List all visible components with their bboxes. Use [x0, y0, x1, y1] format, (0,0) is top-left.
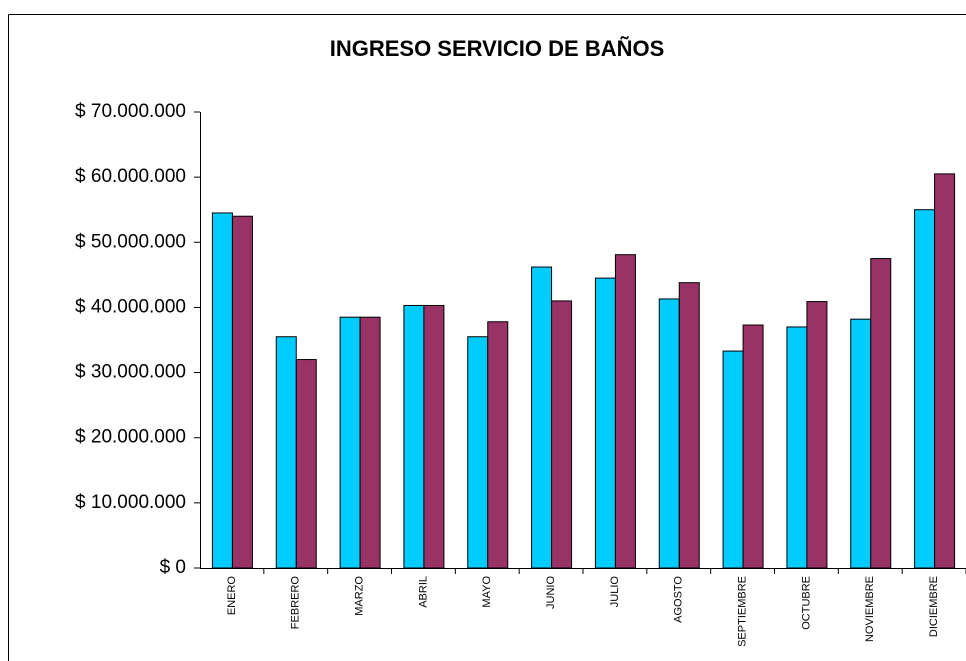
y-tick-label: $ 60.000.000 [75, 166, 186, 187]
x-tick-label: ENERO [226, 576, 238, 616]
bar [934, 173, 956, 569]
bar [914, 209, 936, 569]
bar [614, 254, 636, 569]
x-tick-label: NOVIEMBRE [864, 576, 876, 642]
bar [359, 316, 381, 569]
bar [850, 318, 872, 569]
chart-title: INGRESO SERVICIO DE BAÑOS [330, 36, 665, 61]
y-tick-label: $ 0 [160, 557, 186, 578]
x-tick-label: FEBRERO [290, 576, 302, 630]
x-tick-label: ABRIL [417, 576, 429, 608]
bar [742, 324, 764, 569]
x-tick-label: MARZO [353, 576, 365, 616]
x-tick-label: MAYO [481, 576, 493, 608]
bar [531, 266, 553, 569]
bar [231, 215, 253, 569]
bar [806, 301, 828, 569]
y-tick-label: $ 50.000.000 [75, 231, 186, 252]
x-tick-label: JUNIO [545, 576, 557, 609]
bar [403, 304, 425, 569]
bar [339, 316, 361, 569]
x-tick-label: DICIEMBRE [928, 576, 940, 637]
bar [275, 336, 297, 569]
bar [658, 298, 680, 569]
y-tick-label: $ 20.000.000 [75, 427, 186, 448]
x-tick-label: SEPTIEMBRE [736, 576, 748, 647]
y-tick-label: $ 70.000.000 [75, 101, 186, 122]
bar [487, 321, 509, 569]
bar [594, 277, 616, 569]
bar [467, 336, 489, 569]
x-tick-label: OCTUBRE [800, 576, 812, 630]
bar [211, 212, 233, 569]
bar [722, 350, 744, 569]
bar [870, 258, 892, 569]
bar [678, 282, 700, 569]
bar [295, 359, 317, 569]
y-tick-label: $ 10.000.000 [75, 492, 186, 513]
y-tick-label: $ 30.000.000 [75, 362, 186, 383]
bar [786, 326, 808, 569]
x-tick-label: JULIO [609, 576, 621, 608]
bar [423, 304, 445, 569]
x-tick-label: AGOSTO [673, 576, 685, 623]
bar [551, 300, 573, 569]
y-tick-label: $ 40.000.000 [75, 296, 186, 317]
